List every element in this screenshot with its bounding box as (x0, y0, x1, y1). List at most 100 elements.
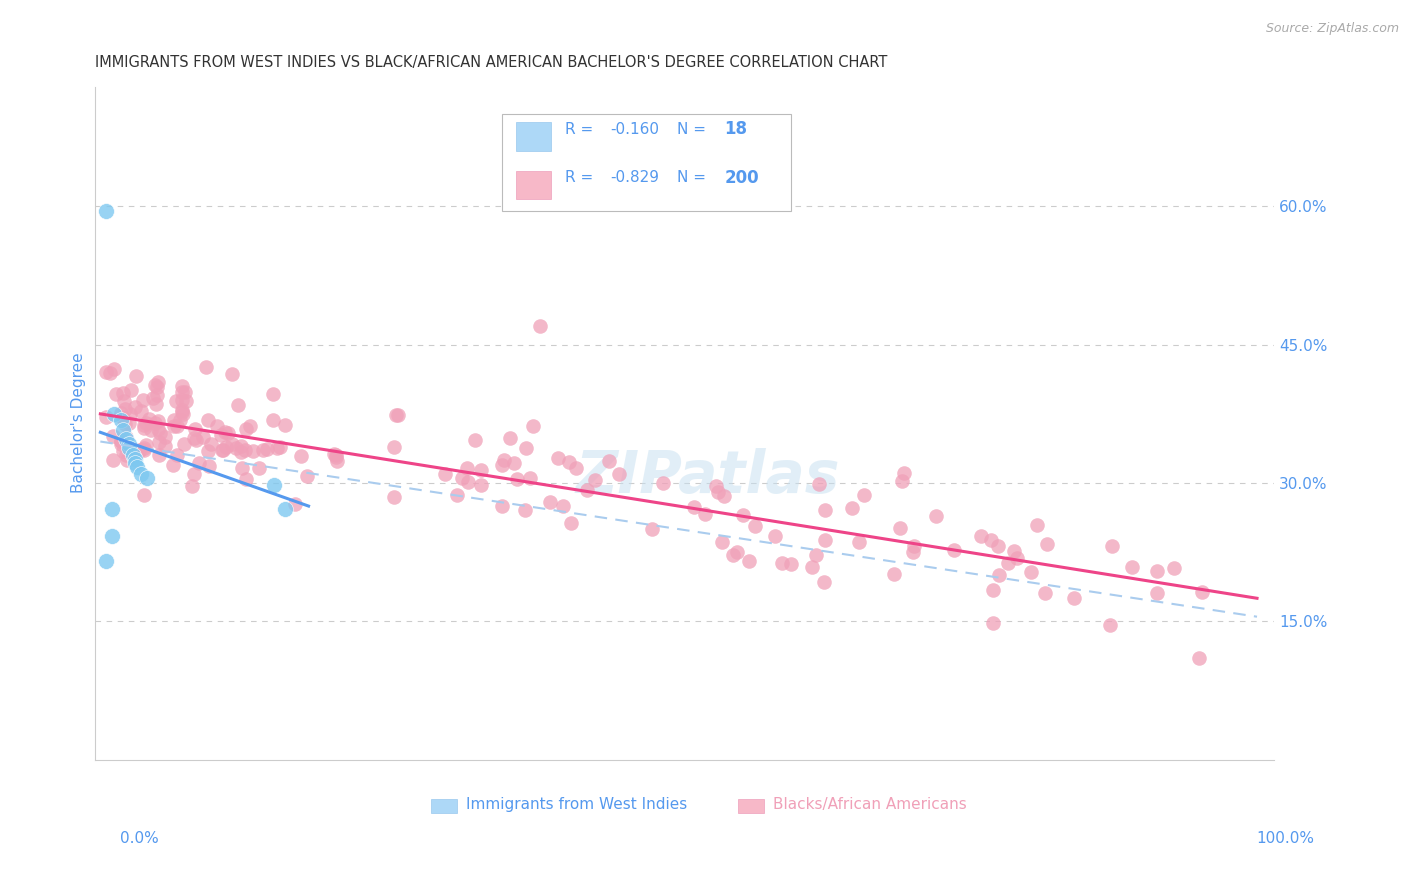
Point (214, 425, 236, 440)
Point (120, 408, 142, 422)
Point (166, 448, 188, 462)
Point (387, 408, 409, 422)
Point (101, 501, 124, 516)
Point (104, 387, 127, 401)
Point (172, 404, 194, 418)
Point (138, 412, 160, 426)
Point (166, 419, 188, 434)
Point (148, 448, 170, 462)
Point (103, 407, 125, 421)
Point (491, 500, 513, 514)
Point (118, 441, 141, 455)
Point (522, 419, 544, 434)
Point (1163, 561, 1185, 575)
Point (970, 529, 993, 543)
Point (558, 455, 581, 469)
Point (983, 616, 1005, 631)
Point (598, 454, 620, 468)
Point (101, 453, 124, 467)
Point (725, 545, 748, 559)
Point (731, 508, 754, 523)
Point (128, 442, 150, 457)
Point (146, 380, 169, 394)
Point (384, 440, 406, 454)
Point (229, 445, 252, 459)
Point (284, 497, 307, 511)
Text: IMMIGRANTS FROM WEST INDIES VS BLACK/AFRICAN AMERICAN BACHELOR'S DEGREE CORRELAT: IMMIGRANTS FROM WEST INDIES VS BLACK/AFR… (94, 55, 887, 70)
Point (295, 469, 318, 483)
Point (249, 460, 271, 475)
Point (1121, 559, 1143, 574)
Point (710, 535, 733, 549)
Point (547, 451, 569, 466)
Point (112, 393, 135, 408)
Point (214, 440, 236, 454)
Point (980, 533, 1002, 547)
Text: Source: ZipAtlas.com: Source: ZipAtlas.com (1265, 22, 1399, 36)
Point (807, 477, 830, 491)
Point (132, 441, 155, 455)
Point (217, 425, 239, 440)
Point (114, 417, 136, 431)
Text: ZIPatlas: ZIPatlas (576, 449, 841, 506)
Text: 0.0%: 0.0% (120, 831, 159, 846)
Point (997, 556, 1019, 570)
Point (235, 422, 257, 436)
Text: R =: R = (565, 170, 593, 186)
Point (1005, 551, 1028, 566)
Point (110, 413, 132, 427)
Point (172, 384, 194, 399)
Point (883, 567, 905, 582)
Point (176, 393, 198, 408)
Point (145, 397, 167, 411)
Point (209, 428, 232, 442)
Point (127, 460, 149, 475)
Point (112, 423, 135, 437)
Point (323, 447, 346, 461)
Point (515, 441, 537, 455)
Point (165, 393, 187, 408)
Point (115, 449, 138, 463)
Point (186, 433, 208, 447)
Point (124, 369, 146, 384)
Point (148, 435, 170, 450)
Text: -0.160: -0.160 (610, 122, 659, 136)
Point (172, 403, 194, 417)
Point (146, 387, 169, 401)
Point (266, 441, 288, 455)
Point (1021, 565, 1043, 579)
Point (273, 418, 295, 433)
Point (118, 437, 141, 451)
Point (893, 466, 915, 480)
Point (506, 472, 529, 486)
Point (806, 548, 828, 562)
Point (200, 437, 222, 451)
Point (120, 383, 142, 397)
Point (184, 422, 207, 436)
Point (889, 521, 911, 535)
Point (242, 443, 264, 458)
Bar (516, 122, 551, 151)
Text: N =: N = (678, 122, 706, 136)
Point (780, 557, 803, 571)
Point (112, 411, 135, 425)
Point (101, 529, 124, 543)
Point (170, 379, 193, 393)
Point (981, 582, 1004, 597)
Point (205, 419, 228, 434)
Point (110, 437, 132, 451)
Point (325, 448, 347, 462)
Text: -0.829: -0.829 (610, 170, 659, 186)
Point (852, 488, 875, 502)
Point (124, 456, 146, 470)
Point (169, 412, 191, 426)
Point (765, 529, 787, 543)
Point (129, 403, 152, 417)
Point (1188, 651, 1211, 665)
Point (197, 412, 219, 426)
Point (1033, 586, 1056, 600)
Point (1026, 517, 1049, 532)
Point (111, 444, 134, 458)
Point (924, 508, 946, 523)
Point (231, 438, 253, 452)
